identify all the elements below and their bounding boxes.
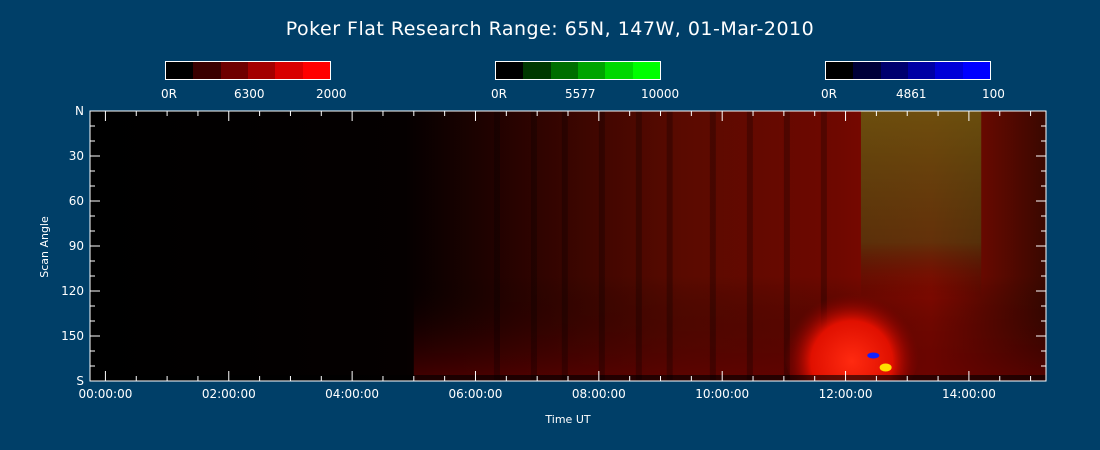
colorbar-swatch [826, 62, 854, 79]
colorbar-5577 [495, 61, 661, 80]
y-tick-label: N [75, 104, 84, 118]
heatmap-streak [493, 111, 500, 381]
colorbar-5577-name-label: 5577 [565, 87, 596, 101]
colorbar-swatch [550, 62, 578, 79]
heatmap-blue-spot [867, 352, 880, 359]
colorbar-swatch [166, 62, 194, 79]
colorbar-swatch [853, 62, 881, 79]
colorbar-6300 [165, 61, 331, 80]
x-tick-label: 06:00:00 [449, 387, 503, 401]
y-tick-label: S [76, 374, 84, 388]
heatmap-streak [561, 111, 568, 381]
heatmap-green-band [860, 111, 982, 299]
y-axis-label: Scan Angle [38, 216, 51, 278]
colorbar-4861-min-label: 0R [821, 87, 837, 101]
colorbar-4861 [825, 61, 991, 80]
colorbar-swatch [220, 62, 248, 79]
colorbar-swatch [935, 62, 963, 79]
colorbar-swatch [247, 62, 276, 79]
colorbar-swatch [907, 62, 936, 79]
y-tick-label: 150 [61, 329, 84, 343]
colorbar-swatch [496, 62, 524, 79]
x-tick-label: 08:00:00 [572, 387, 626, 401]
colorbar-swatch [632, 62, 660, 79]
y-tick-label: 60 [69, 194, 84, 208]
x-tick-label: 12:00:00 [819, 387, 873, 401]
heatmap-bright-red-region [783, 280, 920, 381]
colorbar-swatch [193, 62, 221, 79]
colorbar-6300-min-label: 0R [161, 87, 177, 101]
heatmap-streak [598, 111, 605, 381]
heatmap-streak [746, 111, 753, 381]
colorbar-6300-max-label: 2000 [316, 87, 347, 101]
colorbar-swatch [605, 62, 633, 79]
x-tick-label: 02:00:00 [202, 387, 256, 401]
colorbar-5577-min-label: 0R [491, 87, 507, 101]
y-tick-label: 120 [61, 284, 84, 298]
axes: 00:00:00 02:00:00 04:00:00 06:00:00 08:00:00… [61, 104, 1047, 401]
heatmap-streak [820, 111, 827, 381]
x-tick-label: 10:00:00 [695, 387, 749, 401]
chart-title: Poker Flat Research Range: 65N, 147W, 01… [285, 18, 815, 40]
colorbar-6300-name-label: 6300 [234, 87, 265, 101]
colorbar-swatch [302, 62, 330, 79]
y-tick-label: 90 [69, 239, 84, 253]
colorbar-swatch [523, 62, 551, 79]
colorbar-swatch [577, 62, 606, 79]
colorbar-5577-max-label: 10000 [641, 87, 680, 101]
heatmap-image [90, 111, 1046, 381]
colorbar-4861-name-label: 4861 [896, 87, 927, 101]
x-tick-label: 00:00:00 [78, 387, 132, 401]
x-tick-label: 04:00:00 [325, 387, 379, 401]
heatmap-streak [666, 111, 673, 381]
heatmap-yellow-spot [879, 363, 892, 372]
y-tick-label: 30 [69, 149, 84, 163]
heatmap-streak [783, 111, 790, 381]
heatmap-streak [635, 111, 642, 381]
colorbar-4861-max-label: 100 [982, 87, 1005, 101]
heatmap-streak [709, 111, 716, 381]
x-axis-label: Time UT [544, 413, 590, 426]
heatmap-streak [530, 111, 537, 381]
colorbar-swatch [275, 62, 303, 79]
colorbar-swatch [880, 62, 908, 79]
x-tick-label: 14:00:00 [942, 387, 996, 401]
colorbar-swatch [962, 62, 990, 79]
